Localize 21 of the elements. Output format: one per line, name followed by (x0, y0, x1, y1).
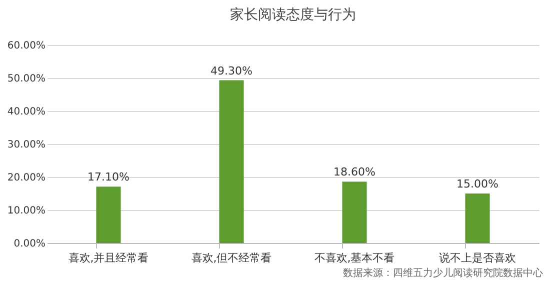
data-label: 15.00% (456, 178, 498, 190)
data-label: 49.30% (210, 64, 252, 78)
data-label: 18.60% (334, 166, 376, 179)
chart-title: 家长阅读态度与行为 (230, 7, 356, 23)
y-tick-label: 0.00% (14, 238, 46, 250)
bar (96, 186, 121, 243)
x-tick-label: 说不上是否喜欢 (439, 252, 516, 264)
source-note: 数据来源：四维五力少儿阅读研究院数据中心 (343, 266, 543, 280)
y-tick-label: 20.00% (7, 172, 46, 184)
x-tick-label: 不喜欢,基本不看 (314, 252, 395, 264)
y-tick-label: 50.00% (7, 74, 46, 84)
y-tick-label: 40.00% (7, 106, 46, 118)
bar (342, 182, 367, 243)
bar (219, 80, 244, 243)
y-tick-label: 10.00% (7, 206, 46, 216)
bar (465, 194, 490, 243)
x-tick-label: 喜欢,并且经常看 (68, 252, 149, 264)
x-tick-label: 喜欢,但不经常看 (191, 252, 272, 264)
y-tick-label: 30.00% (7, 140, 46, 150)
data-label: 17.10% (88, 170, 130, 184)
y-tick-label: 60.00% (7, 40, 46, 52)
